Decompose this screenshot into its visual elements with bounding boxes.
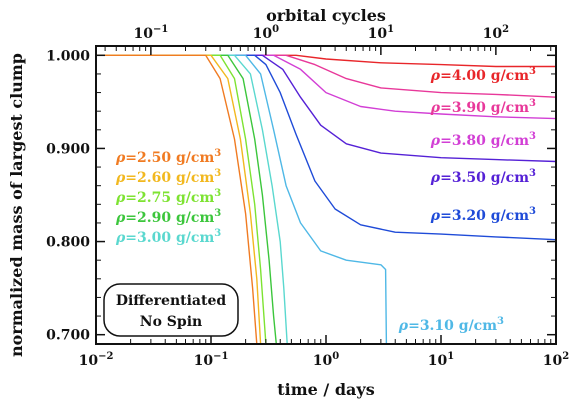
series-label-value: 3.20 g/cm (452, 208, 529, 224)
series-line-rho-2.75 (96, 54, 267, 344)
series-label-sup: 3 (497, 316, 504, 327)
series-label-value: 3.50 g/cm (452, 170, 529, 186)
x-tick-label-exp: 0 (332, 351, 339, 362)
series-label-prefix: ρ= (115, 230, 137, 246)
series-label-prefix: ρ= (115, 190, 137, 206)
series-label-sup: 3 (529, 98, 536, 109)
series-label-rho-4.00: ρ=4.00 g/cm3 (430, 66, 536, 84)
annotation-box: Differentiated No Spin (103, 283, 239, 337)
series-label-prefix: ρ= (115, 150, 137, 166)
series-label-sup: 3 (529, 206, 536, 217)
series-label-sup: 3 (529, 131, 536, 142)
x2-tick-label-base: 10 (483, 26, 503, 42)
series-label-value: 3.00 g/cm (137, 230, 214, 246)
x2-tick-label-base: 10 (133, 26, 153, 42)
annotation-line-2: No Spin (140, 314, 202, 330)
x2-tick-label: 100 (253, 24, 279, 42)
annotation-line-1: Differentiated (116, 293, 227, 309)
x-tick-label-base: 10 (194, 353, 214, 369)
series-label-sup: 3 (214, 228, 221, 239)
series-label-rho-2.60: ρ=2.60 g/cm3 (115, 168, 221, 186)
x-tick-label-base: 10 (428, 353, 448, 369)
x-tick-label-exp: −2 (98, 351, 113, 362)
y-tick-label: 1.000 (46, 48, 90, 64)
x-axis-title: time / days (277, 380, 374, 399)
x-tick-label-exp: 1 (447, 351, 454, 362)
series-label-prefix: ρ= (430, 170, 452, 186)
x2-tick-label-exp: 1 (387, 24, 394, 35)
x-tick-label-exp: −1 (213, 351, 228, 362)
series-line-rho-2.60 (96, 54, 262, 344)
series-label-value: 3.90 g/cm (452, 100, 529, 116)
series-label-prefix: ρ= (430, 68, 452, 84)
series-label-prefix: ρ= (115, 210, 137, 226)
series-label-value: 3.10 g/cm (420, 318, 497, 334)
series-label-sup: 3 (214, 208, 221, 219)
series-label-value: 4.00 g/cm (452, 68, 529, 84)
series-label-prefix: ρ= (115, 170, 137, 186)
series-label-value: 2.60 g/cm (137, 170, 214, 186)
series-label-rho-3.10: ρ=3.10 g/cm3 (398, 316, 504, 334)
series-label-value: 3.80 g/cm (452, 133, 529, 149)
y-tick-label: 0.700 (46, 328, 90, 344)
x2-tick-label-base: 10 (368, 26, 388, 42)
x2-axis-title: orbital cycles (266, 6, 386, 25)
series-line-rho-3.20 (96, 54, 556, 241)
series-label-prefix: ρ= (430, 208, 452, 224)
x2-tick-label: 102 (483, 24, 509, 42)
series-label-sup: 3 (529, 168, 536, 179)
series-label-prefix: ρ= (430, 133, 452, 149)
series-label-rho-3.20: ρ=3.20 g/cm3 (430, 206, 536, 224)
series-line-rho-4.00 (96, 54, 556, 68)
series-label-rho-2.50: ρ=2.50 g/cm3 (115, 148, 221, 166)
y-tick-label: 0.800 (46, 235, 90, 251)
series-line-rho-2.90 (96, 54, 277, 344)
series-label-value: 2.75 g/cm (137, 190, 214, 206)
x-tick-label: 10−1 (194, 351, 229, 369)
x-tick-label: 101 (428, 351, 454, 369)
series-layer (96, 54, 556, 344)
x-tick-label: 102 (543, 351, 569, 369)
series-line-rho-3.10 (96, 54, 388, 344)
series-line-rho-2.50 (96, 54, 258, 344)
x-tick-label-exp: 2 (562, 351, 569, 362)
x2-tick-label-exp: 0 (272, 24, 279, 35)
x2-tick-label: 10−1 (133, 24, 168, 42)
series-label-value: 2.90 g/cm (137, 210, 214, 226)
annotation-box-frame (103, 283, 239, 337)
series-label-sup: 3 (214, 168, 221, 179)
x-tick-label-base: 10 (79, 353, 99, 369)
series-label-sup: 3 (529, 66, 536, 77)
y-tick-label: 0.900 (46, 141, 90, 157)
series-label-prefix: ρ= (430, 100, 452, 116)
series-label-rho-3.90: ρ=3.90 g/cm3 (430, 98, 536, 116)
series-label-rho-3.50: ρ=3.50 g/cm3 (430, 168, 536, 186)
x2-tick-label-exp: −1 (153, 24, 168, 35)
series-label-sup: 3 (214, 188, 221, 199)
series-label-value: 2.50 g/cm (137, 150, 214, 166)
series-line-rho-3.80 (96, 54, 556, 120)
x-tick-label: 10−2 (79, 351, 114, 369)
x2-tick-label-base: 10 (253, 26, 273, 42)
x-tick-label: 100 (313, 351, 339, 369)
x2-tick-label-exp: 2 (502, 24, 509, 35)
series-label-rho-2.75: ρ=2.75 g/cm3 (115, 188, 221, 206)
series-label-rho-3.80: ρ=3.80 g/cm3 (430, 131, 536, 149)
x-tick-label-base: 10 (543, 353, 563, 369)
series-label-rho-2.90: ρ=2.90 g/cm3 (115, 208, 221, 226)
y-axis-title: normalized mass of largest clump (7, 53, 26, 357)
series-line-rho-3.50 (96, 54, 556, 163)
series-line-rho-3.00 (96, 54, 288, 344)
series-label-prefix: ρ= (398, 318, 420, 334)
x2-tick-label: 101 (368, 24, 394, 42)
series-label-sup: 3 (214, 148, 221, 159)
series-label-rho-3.00: ρ=3.00 g/cm3 (115, 228, 221, 246)
series-line-rho-3.90 (96, 54, 556, 98)
x-tick-label-base: 10 (313, 353, 333, 369)
